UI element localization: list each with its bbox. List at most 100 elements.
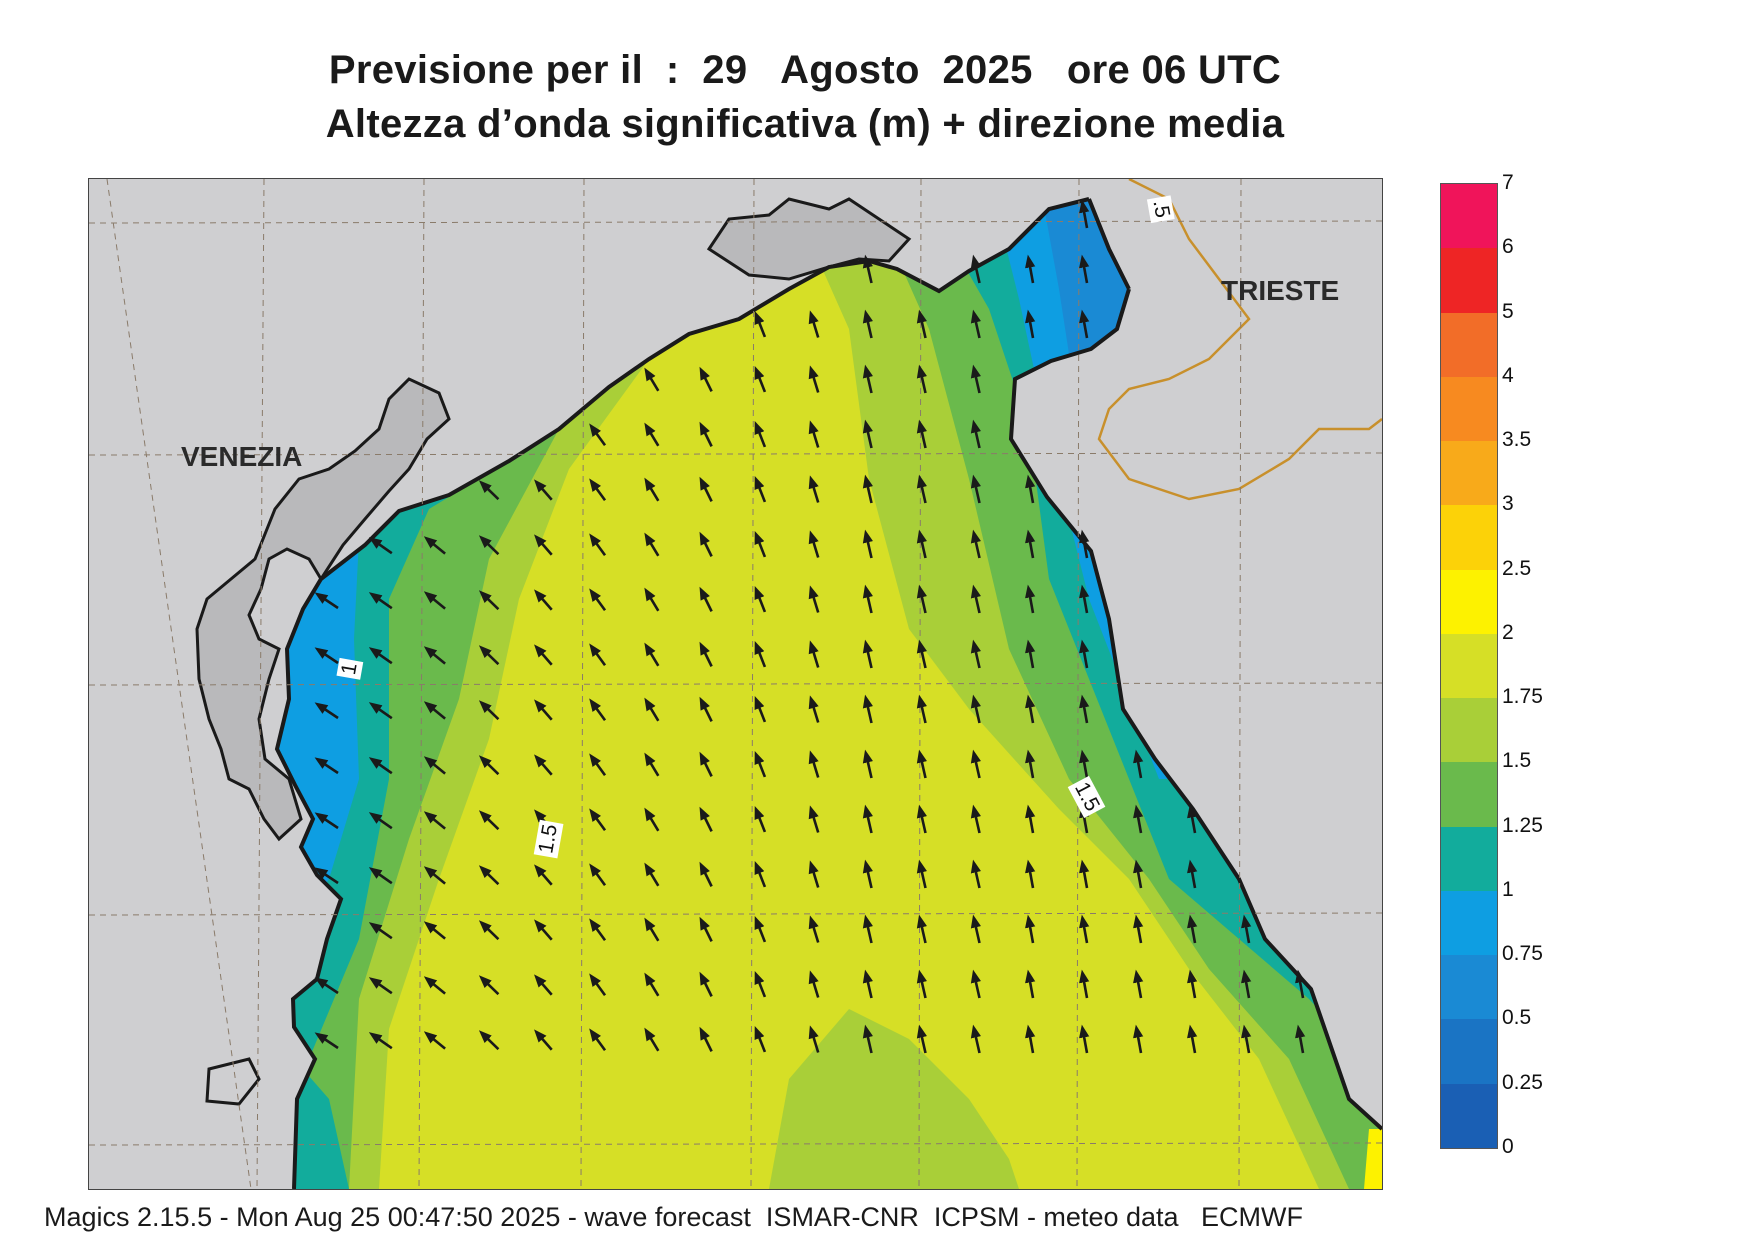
direction-arrow [1133,914,1144,944]
direction-arrow [916,1024,928,1054]
direction-arrow [808,530,820,558]
direction-arrow [368,537,393,555]
direction-arrow [1241,969,1252,999]
direction-arrow [314,812,339,830]
direction-arrow [534,919,553,941]
direction-arrow [1025,914,1036,944]
direction-arrow [808,585,820,613]
direction-arrow [1079,914,1090,944]
legend-swatch [1441,1083,1497,1149]
direction-arrow [862,914,874,944]
direction-arrow [916,309,928,339]
direction-arrow [368,592,393,610]
direction-arrow [754,531,767,558]
legend-label: 1.5 [1502,749,1532,773]
trieste-gulf-line [1087,198,1131,290]
direction-arrow [368,647,393,665]
legend-swatch [1441,762,1497,828]
grado-lagoon [706,197,912,281]
direction-arrow [1133,804,1144,834]
direction-arrow [478,480,500,501]
direction-arrow [970,1024,982,1054]
direction-arrow [423,921,446,940]
direction-arrow [699,586,713,612]
direction-arrow [970,914,982,944]
direction-arrow [644,532,660,557]
legend-swatch [1441,376,1497,442]
direction-arrow [589,753,607,777]
direction-arrow [808,640,820,668]
direction-arrow [1187,859,1198,889]
direction-arrow [754,586,767,613]
direction-arrow [1187,1024,1198,1054]
island [205,1057,261,1106]
direction-arrow [754,806,767,833]
direction-arrow [916,749,928,779]
coastline [195,197,1382,1189]
direction-arrow [478,700,500,721]
direction-arrow [970,309,982,339]
legend-swatch [1441,569,1497,635]
legend-swatch [1441,890,1497,956]
direction-arrow [862,969,874,999]
grid-meridian [750,179,755,1189]
direction-arrow [970,364,982,394]
legend-label: 0.75 [1502,942,1543,966]
map-canvas [89,179,1382,1189]
direction-arrow [699,366,713,392]
direction-arrow [1295,969,1306,999]
map-title-line-1: Previsione per il : 29 Agosto 2025 ore 0… [328,48,1282,92]
direction-arrow [754,916,767,943]
direction-arrow [699,641,713,667]
direction-arrow [754,696,767,723]
direction-arrow [916,694,928,724]
direction-arrow [644,862,660,887]
direction-arrow [589,918,607,942]
direction-arrow [589,478,607,502]
label-trieste: TRIESTE [1221,275,1340,306]
direction-arrow [970,804,982,834]
direction-arrow [1025,694,1036,724]
color-legend [1440,183,1498,1149]
mean-direction-arrows [314,199,1306,1054]
direction-arrow [314,1032,339,1050]
direction-arrow [1079,254,1090,284]
direction-arrow [916,584,928,614]
direction-arrow [808,915,820,943]
direction-arrow [1025,529,1036,559]
direction-arrow [644,587,660,612]
legend-swatch [1441,505,1497,571]
direction-arrow [754,421,767,448]
direction-arrow [314,702,339,720]
direction-arrow [699,751,713,777]
legend-swatch [1441,826,1497,892]
direction-arrow [534,864,553,886]
grid-meridian [418,179,425,1189]
direction-arrow [1025,639,1036,669]
direction-arrow [862,859,874,889]
direction-arrow [478,755,500,776]
contour-label-0-5: .5 [1146,195,1175,223]
direction-arrow [1295,1024,1306,1054]
legend-swatch [1441,1019,1497,1085]
direction-arrow [534,534,553,556]
direction-arrow [808,310,820,338]
national-border [1097,179,1382,501]
direction-arrow [644,367,660,392]
direction-arrow [368,977,393,995]
band-2-edge [1364,1129,1382,1189]
direction-arrow [754,1026,767,1053]
direction-arrow [970,969,982,999]
direction-arrow [1025,309,1036,339]
legend-swatch [1441,248,1497,314]
direction-arrow [423,976,446,995]
direction-arrow [589,1028,607,1052]
direction-arrow [754,366,767,393]
legend-swatch [1441,633,1497,699]
direction-arrow [1025,859,1036,889]
direction-arrow [754,861,767,888]
direction-arrow [1025,1024,1036,1054]
direction-arrow [423,866,446,885]
grid-meridian [1076,179,1080,1189]
legend-label: 3 [1502,492,1514,516]
